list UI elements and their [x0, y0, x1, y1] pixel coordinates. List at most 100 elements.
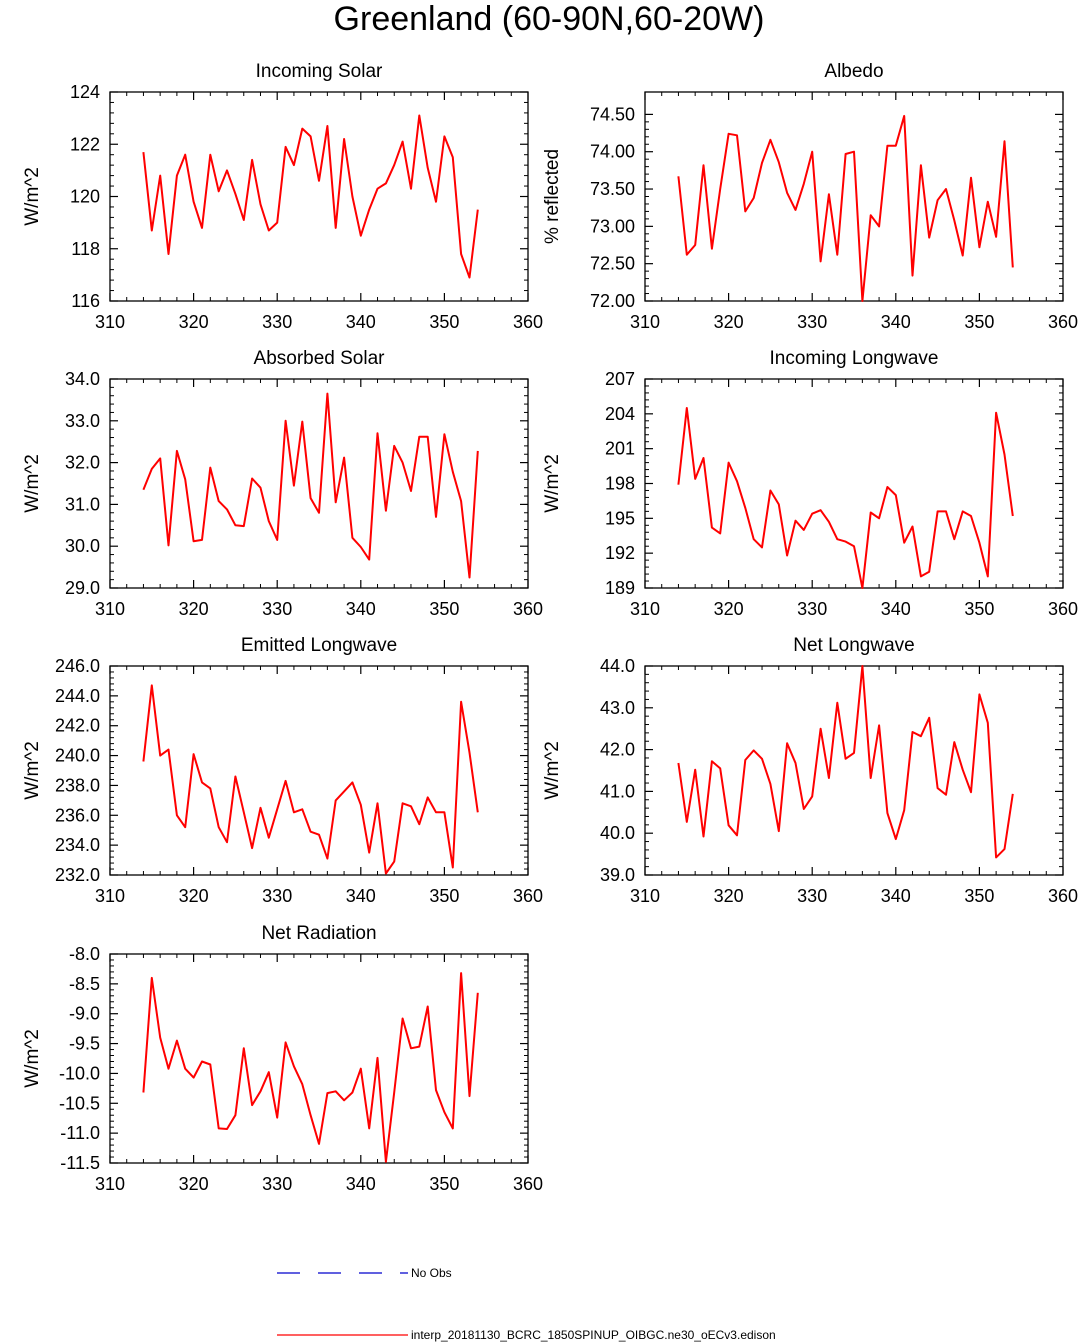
data-point [803, 808, 805, 810]
data-point [736, 834, 738, 836]
data-point [803, 183, 805, 185]
data-point [377, 188, 379, 190]
data-point [912, 275, 914, 277]
series-line [677, 665, 1014, 859]
x-tick-label: 320 [714, 599, 744, 619]
series-line [142, 684, 479, 875]
data-point [953, 538, 955, 540]
data-point [184, 154, 186, 156]
data-point [686, 407, 688, 409]
x-tick-label: 350 [964, 312, 994, 332]
data-point [987, 722, 989, 724]
data-point [861, 665, 863, 667]
data-point [786, 554, 788, 556]
data-point [460, 701, 462, 703]
data-point [318, 1143, 320, 1145]
y-tick-label: 198 [605, 474, 635, 494]
panel-title: Emitted Longwave [241, 635, 397, 656]
data-point [703, 457, 705, 459]
panel-emitted-longwave: Emitted Longwave 310 320 330 340 350 360 232.0 2… [22, 635, 543, 906]
data-point [326, 858, 328, 860]
data-point [978, 246, 980, 248]
data-point [276, 222, 278, 224]
x-tick-label: 340 [881, 312, 911, 332]
x-tick-label: 360 [513, 886, 543, 906]
data-point [226, 841, 228, 843]
data-point [1012, 266, 1014, 268]
data-point [878, 517, 880, 519]
x-tick-label: 330 [262, 1174, 292, 1194]
x-tick-label: 310 [95, 886, 125, 906]
y-axis-label: W/m^2 [22, 741, 43, 800]
data-point [886, 145, 888, 147]
x-tick-label: 350 [429, 599, 459, 619]
data-point [285, 146, 287, 148]
data-point [276, 539, 278, 541]
data-point [293, 1065, 295, 1067]
data-point [218, 190, 220, 192]
panel-title: Incoming Longwave [770, 348, 939, 369]
data-point [218, 500, 220, 502]
y-tick-label: 39.0 [600, 865, 635, 885]
data-point [677, 175, 679, 177]
data-point [761, 546, 763, 548]
data-point [151, 229, 153, 231]
data-point [218, 1127, 220, 1129]
data-point [820, 509, 822, 511]
data-point [452, 471, 454, 473]
y-tick-label: 192 [605, 543, 635, 563]
data-point [845, 541, 847, 543]
data-point [360, 546, 362, 548]
x-tick-label: 320 [179, 886, 209, 906]
data-point [159, 1037, 161, 1039]
y-tick-label: 44.0 [600, 656, 635, 676]
x-tick-label: 360 [513, 312, 543, 332]
x-tick-label: 330 [262, 886, 292, 906]
y-axis-label: W/m^2 [22, 167, 43, 226]
data-point [310, 497, 312, 499]
data-point [393, 1092, 395, 1094]
data-point [769, 489, 771, 491]
y-tick-label: -10.0 [59, 1063, 100, 1083]
y-tick-label: 242.0 [55, 716, 100, 736]
data-point [301, 128, 303, 130]
data-point [385, 873, 387, 875]
data-point [276, 808, 278, 810]
data-point [234, 524, 236, 526]
panel-title: Net Longwave [793, 635, 914, 656]
data-point [903, 115, 905, 117]
data-point [343, 790, 345, 792]
data-point [176, 1040, 178, 1042]
data-point [477, 209, 479, 211]
data-point [276, 1117, 278, 1119]
y-axis-label: W/m^2 [542, 741, 563, 800]
x-tick-label: 310 [95, 312, 125, 332]
data-point [201, 227, 203, 229]
data-point [853, 151, 855, 153]
x-tick-label: 350 [964, 599, 994, 619]
panel-title: Albedo [824, 61, 883, 82]
data-point [168, 253, 170, 255]
data-point [452, 1127, 454, 1129]
panel-net-longwave: Net Longwave 310 320 330 340 350 360 39.0 40.0 41… [542, 635, 1078, 906]
data-point [410, 188, 412, 190]
x-tick-label: 330 [262, 599, 292, 619]
data-point [168, 749, 170, 751]
data-point [1012, 515, 1014, 517]
data-point [318, 834, 320, 836]
x-tick-label: 340 [881, 886, 911, 906]
data-point [193, 753, 195, 755]
data-point [677, 762, 679, 764]
legend-model-label: interp_20181130_BCRC_1850SPINUP_OIBGC.ne… [411, 1328, 776, 1342]
data-point [343, 138, 345, 140]
y-tick-label: -9.5 [69, 1034, 100, 1054]
data-point [778, 161, 780, 163]
data-point [836, 702, 838, 704]
x-tick-label: 310 [95, 599, 125, 619]
data-point [159, 175, 161, 177]
data-point [861, 587, 863, 589]
panel-title: Net Radiation [261, 923, 376, 944]
data-point [351, 196, 353, 198]
data-point [953, 741, 955, 743]
data-point [368, 852, 370, 854]
